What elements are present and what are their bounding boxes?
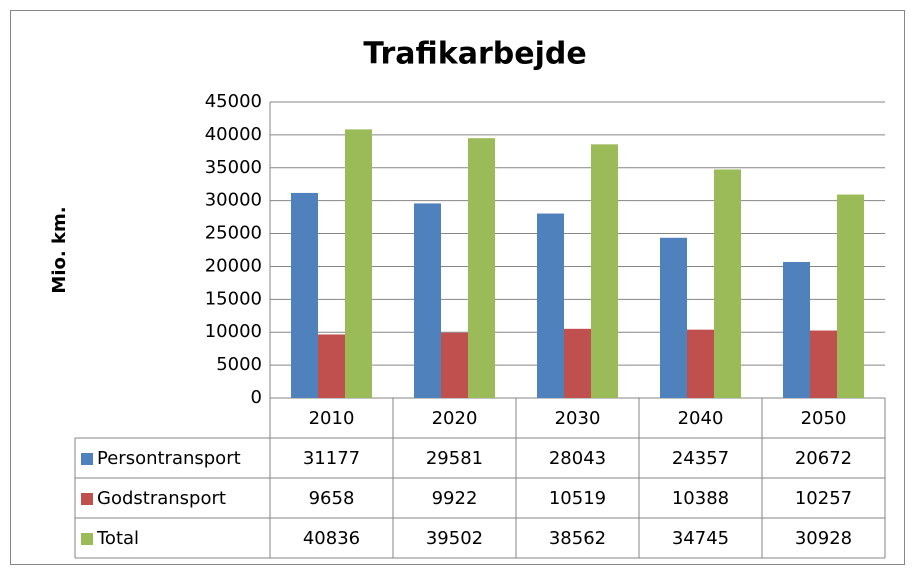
- legend-label: Persontransport: [97, 448, 241, 469]
- chart-border: [10, 10, 905, 565]
- bar: [414, 203, 441, 398]
- table-value: 10388: [672, 488, 729, 509]
- y-tick-label: 10000: [205, 321, 262, 342]
- y-axis-label: Mio. km.: [49, 206, 70, 293]
- bar: [441, 332, 468, 398]
- table-value: 20672: [795, 448, 852, 469]
- bar: [468, 138, 495, 399]
- bar: [810, 330, 837, 398]
- table-value: 9922: [432, 488, 478, 509]
- x-tick-label: 2020: [432, 408, 478, 429]
- y-tick-label: 30000: [205, 190, 262, 211]
- table-value: 30928: [795, 528, 852, 549]
- y-tick-label: 35000: [205, 157, 262, 178]
- y-tick-label: 15000: [205, 288, 262, 309]
- x-tick-label: 2050: [801, 408, 847, 429]
- table-value: 10257: [795, 488, 852, 509]
- bar: [345, 129, 372, 398]
- x-tick-label: 2030: [555, 408, 601, 429]
- bar: [537, 213, 564, 398]
- y-tick-label: 25000: [205, 223, 262, 244]
- y-tick-label: 5000: [216, 354, 262, 375]
- bar: [591, 144, 618, 398]
- y-tick-label: 0: [251, 387, 262, 408]
- table-value: 29581: [426, 448, 483, 469]
- chart-title: Trafikarbejde: [363, 37, 586, 72]
- table-value: 31177: [303, 448, 360, 469]
- x-tick-label: 2040: [678, 408, 724, 429]
- legend-swatch: [81, 493, 93, 505]
- legend-label: Total: [96, 528, 139, 549]
- table-value: 40836: [303, 528, 360, 549]
- bar: [783, 262, 810, 398]
- legend-swatch: [81, 533, 93, 545]
- bar: [564, 328, 591, 398]
- bar: [687, 329, 714, 398]
- bar: [837, 194, 864, 398]
- legend-swatch: [81, 453, 93, 465]
- y-tick-label: 20000: [205, 255, 262, 276]
- bar: [714, 169, 741, 398]
- table-value: 24357: [672, 448, 729, 469]
- table-value: 9658: [309, 488, 355, 509]
- table-value: 28043: [549, 448, 606, 469]
- x-tick-label: 2010: [309, 408, 355, 429]
- y-tick-label: 40000: [205, 124, 262, 145]
- table-value: 38562: [549, 528, 606, 549]
- bar: [660, 237, 687, 398]
- bar: [318, 334, 345, 398]
- table-value: 10519: [549, 488, 606, 509]
- bar: [291, 192, 318, 398]
- legend-label: Godstransport: [97, 488, 226, 509]
- y-tick-label: 45000: [205, 91, 262, 112]
- table-value: 34745: [672, 528, 729, 549]
- table-value: 39502: [426, 528, 483, 549]
